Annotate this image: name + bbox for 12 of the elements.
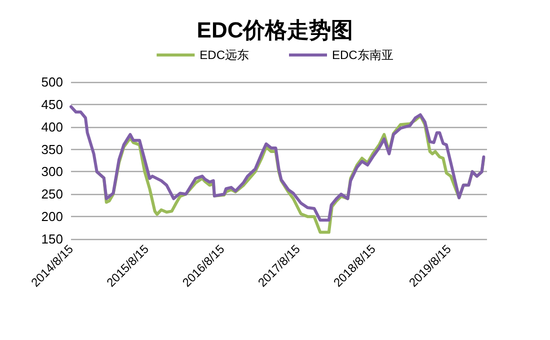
legend-label: EDC东南亚	[332, 48, 394, 62]
legend-label: EDC远东	[200, 48, 250, 62]
y-tick-label: 200	[41, 209, 63, 224]
y-tick-label: 400	[41, 119, 63, 134]
y-tick-label: 500	[41, 74, 63, 90]
y-tick-label: 350	[41, 142, 63, 157]
y-tick-label: 150	[41, 232, 63, 246]
y-tick-label: 300	[41, 164, 63, 180]
y-tick-label: 250	[41, 186, 63, 202]
y-tick-label: 450	[41, 96, 63, 112]
line-series	[70, 105, 486, 222]
chart-title: EDC价格走势图	[196, 18, 354, 42]
